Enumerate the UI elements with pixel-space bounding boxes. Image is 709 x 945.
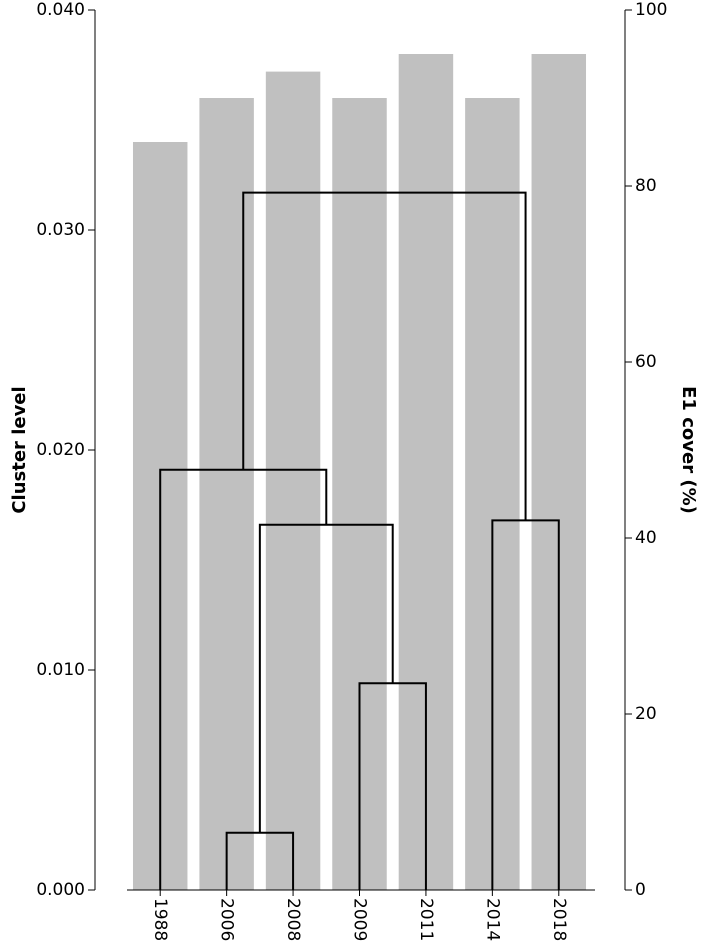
y-tick-label: 0.010 (36, 660, 85, 680)
y2-tick-label: 0 (635, 880, 646, 900)
y-tick-label: 0.000 (36, 880, 85, 900)
dendrogram-link (242, 191, 527, 521)
bar (265, 71, 321, 891)
y-axis-label: Cluster level (9, 386, 30, 513)
y2-tick-label: 60 (635, 352, 657, 372)
x-tick-label: 2008 (283, 898, 303, 941)
y2-tick-label: 80 (635, 176, 657, 196)
x-tick-label: 2011 (416, 898, 436, 941)
y-tick-label: 0.030 (36, 220, 85, 240)
y2-tick-label: 20 (635, 704, 657, 724)
x-tick-label: 2018 (549, 898, 569, 941)
x-tick-label: 1988 (150, 898, 170, 941)
y2-axis-label: E1 cover (%) (678, 386, 699, 514)
x-tick-label: 2014 (482, 898, 502, 941)
bar (199, 98, 254, 890)
x-tick-label: 2009 (350, 898, 370, 941)
x-tick-label: 2006 (217, 898, 237, 941)
y-tick-label: 0.020 (36, 440, 85, 460)
y-tick-label: 0.040 (36, 0, 85, 20)
y2-tick-label: 100 (635, 0, 667, 20)
y2-tick-label: 40 (635, 528, 657, 548)
